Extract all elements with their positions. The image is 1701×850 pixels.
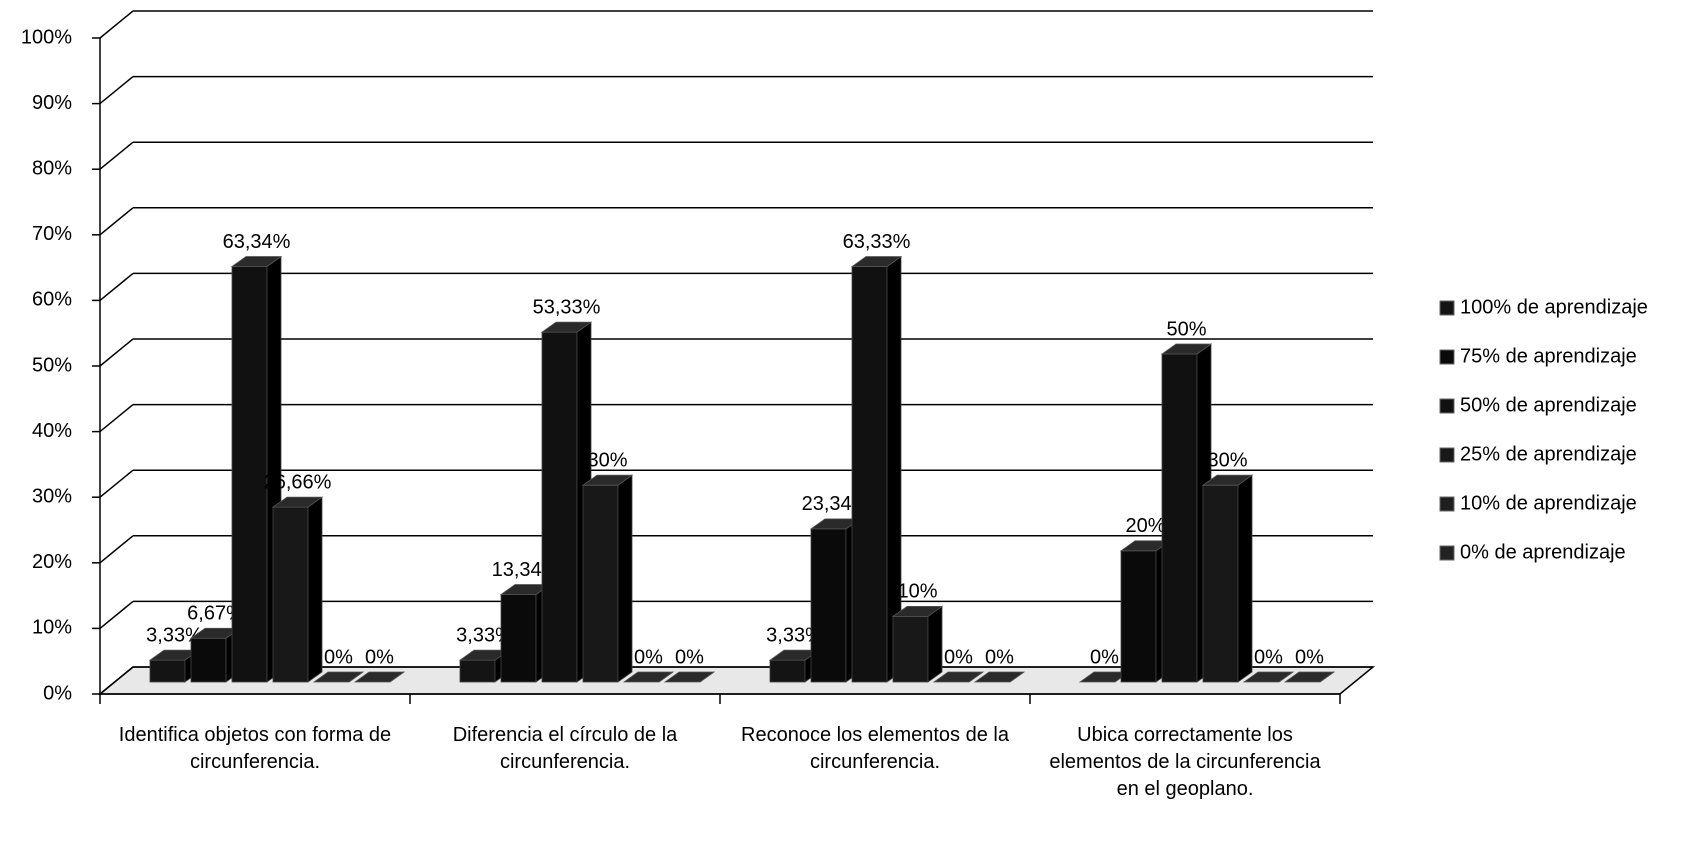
- data-label: 0%: [1254, 646, 1283, 668]
- bar: [892, 616, 929, 683]
- grid-line-side: [99, 404, 134, 433]
- bar-top: [230, 256, 283, 267]
- y-tick-label: 80%: [32, 157, 72, 179]
- bar: [1120, 550, 1157, 683]
- bar-top: [932, 671, 985, 683]
- data-label: 50%: [1166, 318, 1206, 340]
- grid-line-side: [99, 535, 134, 564]
- legend-swatch: [1439, 496, 1455, 512]
- bar: [272, 506, 309, 683]
- data-label: 10%: [897, 581, 937, 603]
- data-label: 26,66%: [264, 471, 332, 493]
- grid-line-side: [99, 338, 134, 367]
- legend-label: 100% de aprendizaje: [1460, 296, 1648, 318]
- y-tick-label: 40%: [32, 420, 72, 442]
- data-label: 0%: [985, 646, 1014, 668]
- data-label: 0%: [365, 646, 394, 668]
- bar: [851, 266, 888, 683]
- bar: [1161, 353, 1198, 683]
- data-label: 0%: [675, 646, 704, 668]
- data-label: 3,33%: [146, 624, 203, 646]
- data-label: 0%: [1295, 646, 1324, 668]
- data-label: 0%: [324, 646, 353, 668]
- legend-swatch: [1439, 447, 1455, 463]
- bar-top: [663, 671, 716, 683]
- legend-label: 10% de aprendizaje: [1460, 492, 1637, 514]
- bar: [459, 659, 496, 683]
- bar-top: [973, 671, 1026, 683]
- x-tick-label: Reconoce los elementos de la circunferen…: [741, 724, 1009, 773]
- y-tick-label: 90%: [32, 92, 72, 114]
- bar-top: [312, 671, 365, 683]
- bar-top: [1201, 474, 1254, 486]
- bar: [541, 331, 578, 683]
- bar: [769, 659, 806, 683]
- legend-label: 75% de aprendizaje: [1460, 345, 1637, 367]
- legend-swatch: [1439, 349, 1455, 365]
- bar-top: [1283, 671, 1336, 683]
- bar: [190, 637, 227, 683]
- legend-swatch: [1439, 300, 1455, 316]
- data-label: 20%: [1125, 515, 1165, 537]
- bar-top: [622, 671, 675, 683]
- bar-top: [891, 606, 944, 617]
- bar: [500, 594, 537, 683]
- bar-top: [540, 321, 593, 333]
- data-label: 0%: [1090, 646, 1119, 668]
- bar-side: [617, 474, 633, 683]
- grid-line-side: [99, 469, 134, 498]
- grid-line-side: [99, 76, 134, 105]
- y-tick-label: 60%: [32, 289, 72, 311]
- x-tick-label: Diferencia el círculo de la circunferenc…: [452, 724, 678, 773]
- bar-side: [1237, 474, 1253, 683]
- data-label: 63,33%: [843, 231, 911, 253]
- data-label: 30%: [587, 449, 627, 471]
- bar-top: [271, 496, 324, 508]
- bar-top: [581, 474, 634, 486]
- data-label: 6,67%: [187, 603, 244, 625]
- bar-side: [307, 496, 323, 683]
- y-tick-label: 0%: [43, 682, 72, 704]
- data-label: 3,33%: [456, 624, 513, 646]
- bar-top: [1160, 343, 1213, 355]
- bar: [810, 528, 847, 683]
- legend-swatch: [1439, 398, 1455, 414]
- y-tick-label: 20%: [32, 551, 72, 573]
- bar: [1202, 484, 1239, 683]
- y-tick-label: 50%: [32, 354, 72, 376]
- bar: [149, 659, 186, 683]
- y-tick-label: 70%: [32, 223, 72, 245]
- data-label: 0%: [944, 646, 973, 668]
- y-tick-label: 30%: [32, 485, 72, 507]
- x-tick-label: Ubica correctamente los elementos de la …: [1049, 724, 1321, 800]
- bar-top: [850, 256, 903, 267]
- bar-top: [353, 671, 406, 683]
- y-tick-label: 100%: [21, 26, 72, 48]
- grid-line-side: [99, 600, 134, 629]
- grid-line-side: [99, 666, 134, 695]
- data-label: 53,33%: [533, 296, 601, 318]
- data-label: 0%: [634, 646, 663, 668]
- legend-label: 25% de aprendizaje: [1460, 443, 1637, 465]
- bar-top: [1242, 671, 1295, 683]
- y-tick-label: 10%: [32, 617, 72, 639]
- data-label: 3,33%: [766, 624, 823, 646]
- data-label: 63,34%: [223, 231, 291, 253]
- legend-swatch: [1439, 545, 1455, 561]
- legend-label: 50% de aprendizaje: [1460, 394, 1637, 416]
- grid-line-side: [99, 272, 134, 301]
- grid-line-side: [99, 141, 134, 170]
- bar-side: [927, 605, 943, 683]
- grid-line-side: [99, 10, 134, 39]
- bar: [231, 266, 268, 683]
- data-label: 30%: [1207, 449, 1247, 471]
- bar: [582, 484, 619, 683]
- legend-label: 0% de aprendizaje: [1460, 541, 1626, 563]
- grid-line-side: [99, 207, 134, 236]
- x-tick-label: Identifica objetos con forma de circunfe…: [118, 724, 392, 773]
